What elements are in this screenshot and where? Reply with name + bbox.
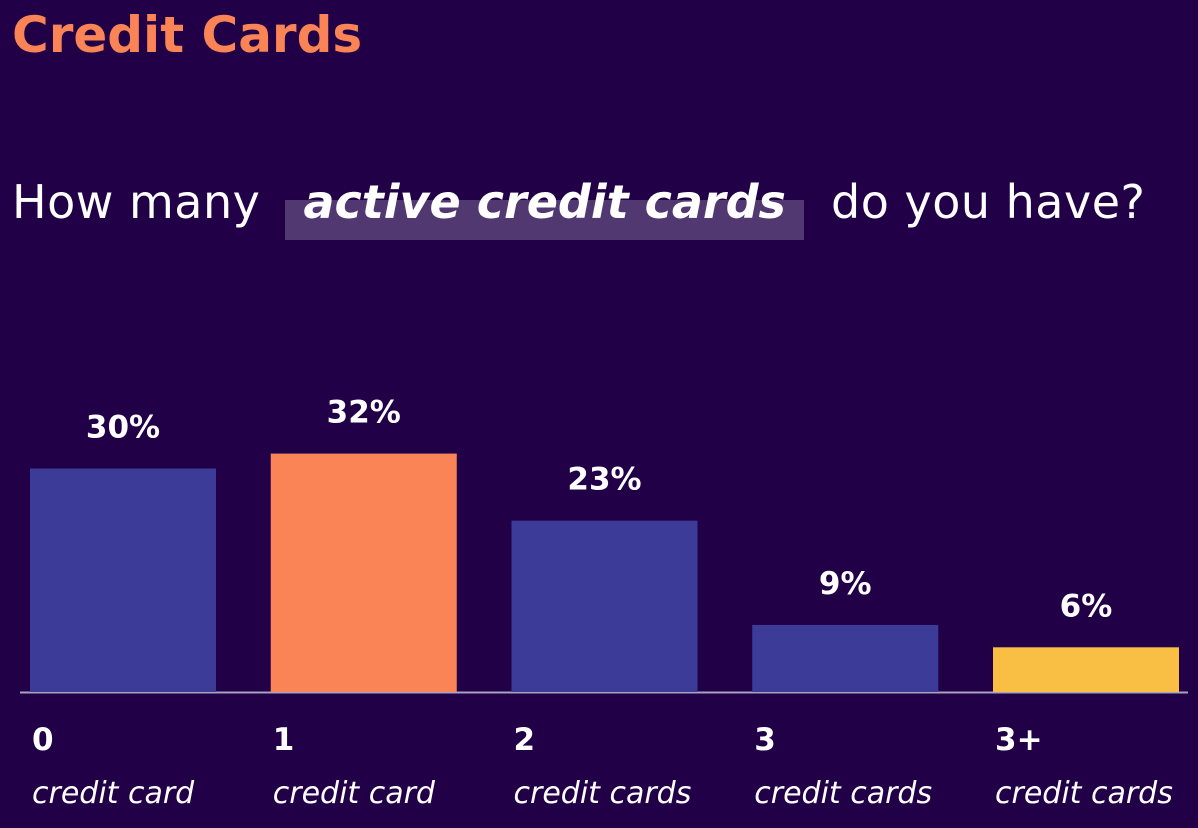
bar-chart: 30% 32% 23% 9% 6% xyxy=(20,395,1188,694)
bar-2 xyxy=(511,520,698,692)
category-sublabel: credit cards xyxy=(995,776,1173,811)
category-label: 3 xyxy=(754,722,776,758)
bar-3plus xyxy=(993,647,1179,692)
question-text: How many active credit cards do you have… xyxy=(12,170,1146,240)
category-label: 0 xyxy=(32,722,54,758)
category-sublabel: credit card xyxy=(272,776,435,811)
value-label: 30% xyxy=(86,410,160,446)
category-label: 1 xyxy=(272,722,295,758)
bar-3 xyxy=(752,624,939,692)
category-sublabel: credit cards xyxy=(754,776,933,811)
question-highlight: active credit cards xyxy=(285,170,805,240)
category-sublabel: credit cards xyxy=(513,776,692,811)
value-label: 32% xyxy=(327,395,401,431)
bar-1 xyxy=(270,453,457,692)
bar-0 xyxy=(30,468,216,692)
value-label: 23% xyxy=(567,462,641,498)
category-label: 3+ xyxy=(995,722,1043,758)
question-before: How many xyxy=(12,175,261,229)
question-after: do you have? xyxy=(831,175,1146,229)
chart-title: Credit Cards xyxy=(12,6,363,64)
question-highlight-text: active credit cards xyxy=(303,175,786,229)
category-sublabel: credit card xyxy=(32,776,195,811)
value-label: 9% xyxy=(819,566,872,602)
value-label: 6% xyxy=(1060,588,1113,624)
category-label: 2 xyxy=(513,722,536,758)
